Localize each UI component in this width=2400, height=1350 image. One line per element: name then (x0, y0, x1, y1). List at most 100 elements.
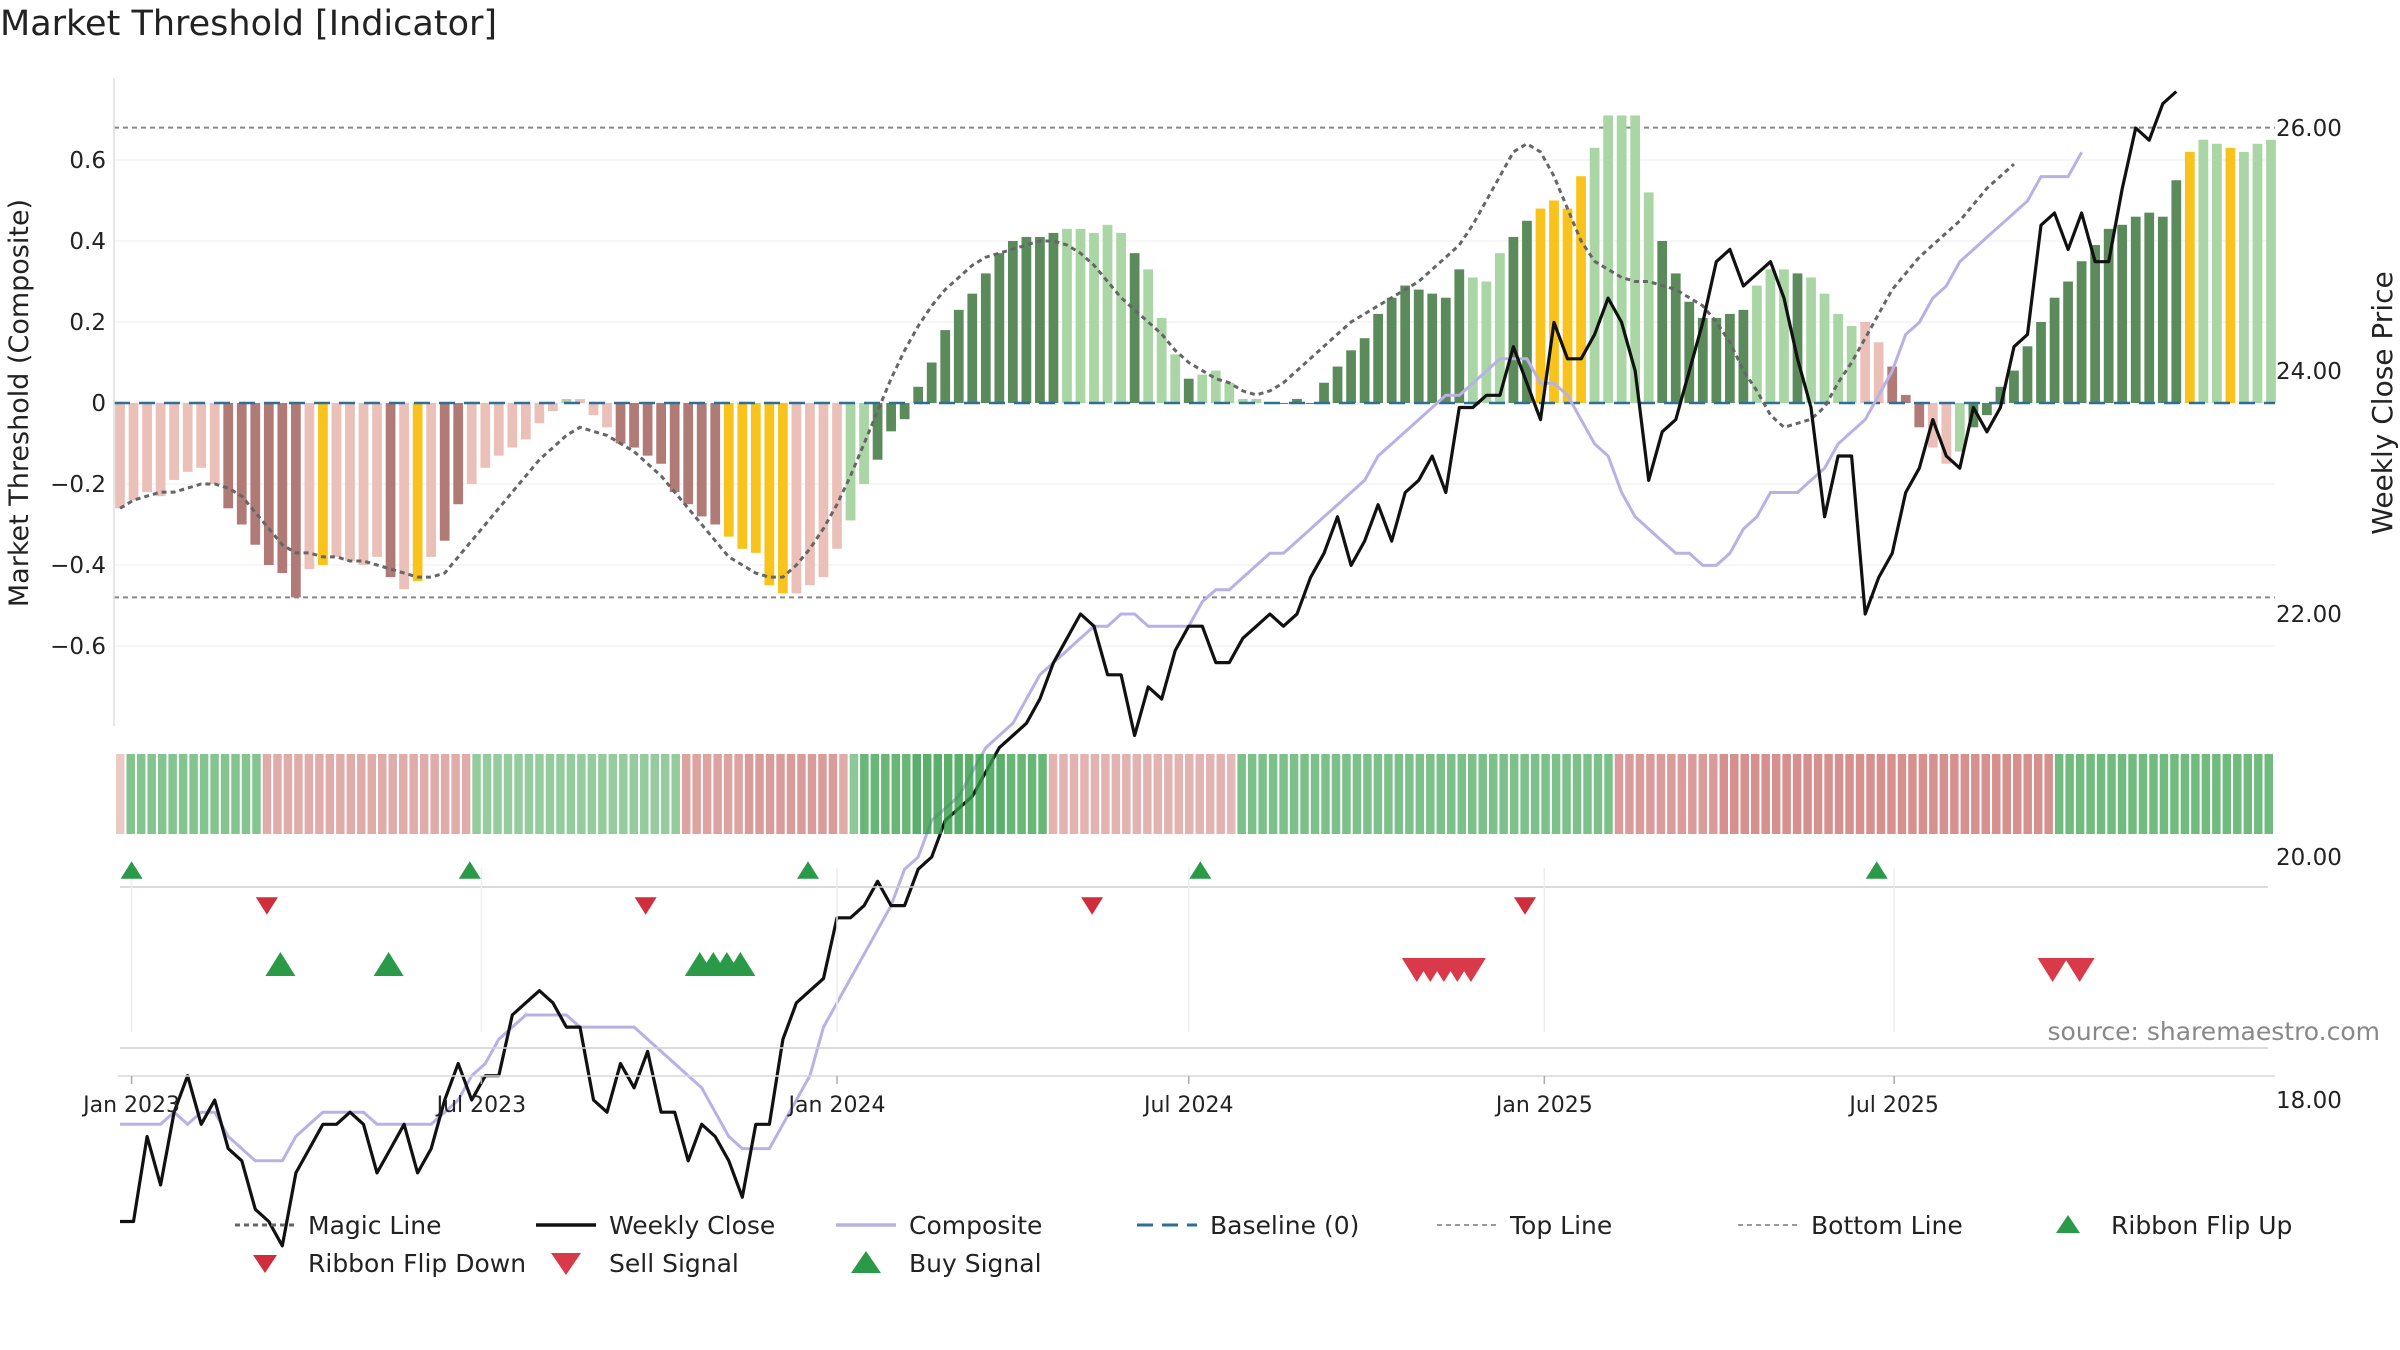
series-lines (114, 90, 2275, 1248)
ribbon-cell (2159, 754, 2169, 834)
composite-bar (196, 403, 207, 468)
ribbon-cell (1782, 754, 1791, 834)
legend-swatch (253, 1255, 277, 1273)
composite-bar (1900, 394, 1911, 403)
ribbon-cell (818, 754, 827, 834)
ribbon-cell (1006, 754, 1016, 834)
ribbon-cell (157, 754, 167, 834)
ribbon-cell (2023, 754, 2032, 834)
composite-bar (1576, 176, 1586, 403)
ribbon-cell (996, 754, 1005, 834)
ribbon-cell (336, 754, 345, 834)
ribbon-cell (1593, 754, 1603, 834)
ribbon-cell (566, 754, 576, 834)
ribbon-cell (1164, 754, 1173, 834)
ribbon-cell (797, 754, 806, 834)
ribbon-cell (1069, 754, 1079, 834)
ribbon-cell (482, 754, 492, 834)
ribbon-cell (2264, 754, 2273, 834)
ribbon-cell (1478, 754, 1487, 834)
composite-bar (1765, 269, 1776, 403)
composite-bar (1724, 313, 1735, 403)
ribbon-cell (2233, 754, 2242, 834)
composite-bar (778, 403, 788, 594)
ribbon-cell (545, 754, 555, 834)
composite-bar (1670, 273, 1681, 403)
composite-bar (115, 403, 125, 509)
composite-bar (1346, 350, 1356, 403)
ribbon-cell (755, 754, 764, 834)
reference-lines (114, 126, 2275, 599)
composite-bar (1197, 374, 1208, 403)
right-tick-label: 20.00 (2276, 845, 2342, 871)
ribbon-flip-up-marker (120, 861, 143, 879)
ribbon-cell (1415, 754, 1425, 834)
ribbon-cell (964, 754, 974, 834)
ribbon-cell (315, 754, 324, 834)
left-tick-label: 0.2 (69, 310, 106, 336)
ribbon-cell (1541, 754, 1550, 834)
composite-bar (602, 403, 612, 428)
ribbon-cell (419, 754, 429, 834)
ribbon-cell (1090, 754, 1100, 834)
ribbon-cell (1866, 754, 1875, 834)
ribbon-cell (598, 754, 607, 834)
ribbon-cell (2033, 754, 2043, 834)
ribbon-cell (2222, 754, 2232, 834)
composite-bar (1481, 281, 1492, 403)
weekly-close-line (120, 90, 2178, 1248)
ribbon-cell (1352, 754, 1362, 834)
composite-bar (1833, 313, 1843, 403)
legend-item-baseline: Baseline (0) (1137, 1211, 1359, 1240)
composite-bar (2103, 228, 2114, 403)
buy-signal-marker (265, 952, 296, 976)
composite-bar (1386, 297, 1397, 403)
composite-bar (1495, 253, 1505, 403)
composite-bar (750, 403, 761, 553)
ribbon-cell (765, 754, 775, 834)
ribbon-cell (367, 754, 377, 834)
composite-bar (845, 403, 856, 521)
composite-bar (1806, 277, 1816, 403)
ribbon-flip-up-marker (797, 861, 820, 879)
composite-bar (331, 403, 342, 557)
ribbon-cell (1268, 754, 1278, 834)
composite-bar (1170, 354, 1181, 403)
ribbon-cell (1226, 754, 1236, 834)
ribbon-cell (933, 754, 942, 834)
composite-bar (1535, 208, 1546, 403)
composite-bar (1860, 322, 1871, 403)
ribbon-cell (912, 754, 922, 834)
composite-bar (1278, 403, 1289, 404)
source-note: source: sharemaestro.com (2048, 1017, 2381, 1046)
ribbon-cell (2138, 754, 2148, 834)
legend-swatch (2056, 1215, 2080, 1233)
composite-bar (1589, 147, 1600, 403)
ribbon-cell (1499, 754, 1508, 834)
x-tick-label: Jan 2023 (81, 1093, 180, 1118)
legend-label: Ribbon Flip Up (2111, 1211, 2292, 1240)
ribbon-cell (1950, 754, 1959, 834)
composite-bar (926, 362, 937, 403)
ribbon-cell (1897, 754, 1907, 834)
composite-bar (1630, 115, 1641, 403)
left-tick-label: −0.4 (50, 553, 106, 579)
ribbon-cell (398, 754, 408, 834)
axes: 0.6 0.4 0.2 0 −0.2 −0.4 −0.6 26.00 24.00 22.00 20.… (4, 78, 2399, 1114)
ribbon-cell (220, 754, 230, 834)
composite-bar (859, 403, 869, 484)
composite-bar (466, 403, 477, 484)
ribbon-cell (2212, 754, 2221, 834)
composite-bar (1522, 220, 1532, 403)
legend-label: Baseline (0) (1210, 1211, 1359, 1240)
composite-bar (2036, 322, 2046, 403)
composite-bar (507, 403, 518, 448)
ribbon-cell (524, 754, 534, 834)
ribbon-cell (514, 754, 523, 834)
composite-bar (1332, 366, 1343, 403)
composite-bar (263, 403, 274, 565)
ribbon-cell (608, 754, 618, 834)
ribbon-cell (168, 754, 177, 834)
composite-bar (669, 403, 680, 493)
